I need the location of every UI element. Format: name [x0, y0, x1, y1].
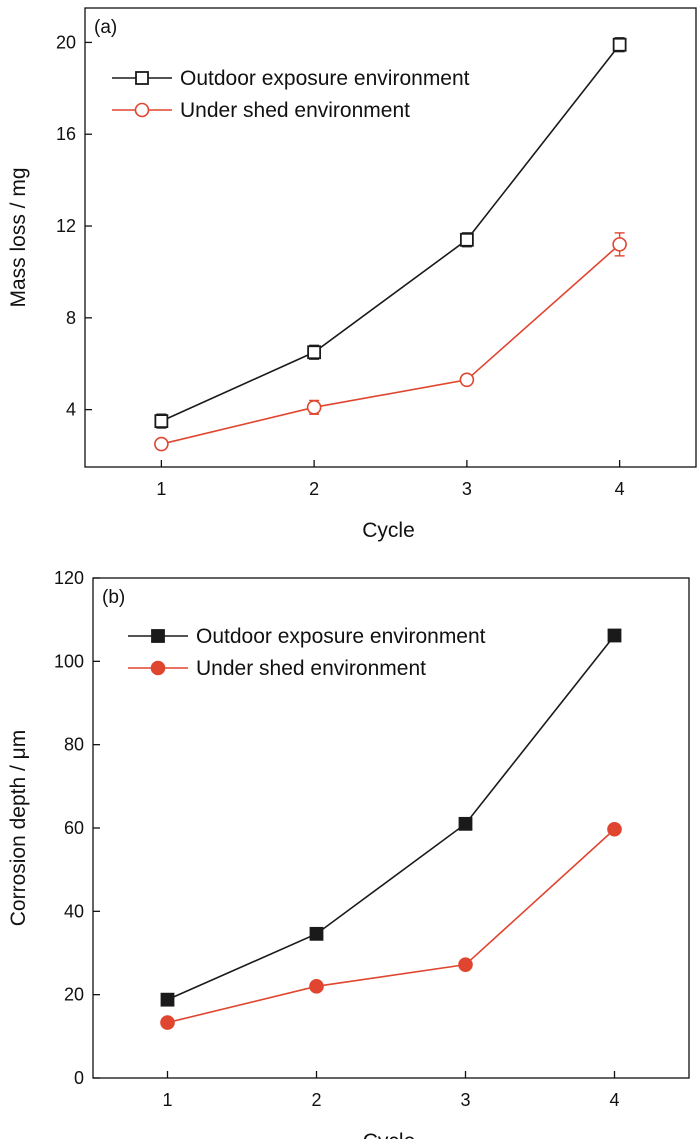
data-point [607, 628, 622, 643]
x-tick-label: 2 [311, 1090, 321, 1110]
legend-marker [135, 71, 149, 85]
legend-marker [150, 660, 166, 676]
data-point [309, 979, 324, 994]
y-tick-label: 20 [64, 985, 84, 1005]
panel-b: 1234020406080100120CycleCorrosion depth … [7, 568, 690, 1139]
y-tick-label: 100 [54, 651, 84, 671]
data-point [306, 400, 322, 415]
legend-marker [151, 629, 165, 643]
data-point [459, 232, 474, 247]
data-point [458, 957, 473, 972]
y-tick-label: 8 [66, 308, 76, 328]
series-outdoor [154, 37, 627, 429]
legend-label: Under shed environment [196, 657, 426, 680]
series-outdoor [160, 628, 622, 1007]
data-point [458, 816, 473, 831]
data-point [154, 414, 169, 429]
panel-label: (a) [94, 17, 117, 38]
data-point [309, 926, 324, 941]
x-tick-label: 4 [615, 479, 625, 499]
data-point [154, 436, 169, 452]
x-tick-label: 1 [162, 1090, 172, 1110]
x-tick-label: 2 [309, 479, 319, 499]
x-tick-label: 1 [156, 479, 166, 499]
legend-label: Outdoor exposure environment [196, 625, 486, 648]
x-axis-title: Cycle [362, 519, 415, 542]
y-tick-label: 16 [56, 124, 76, 144]
legend-label: Under shed environment [180, 99, 410, 122]
y-tick-label: 12 [56, 216, 76, 236]
data-point [307, 345, 322, 360]
y-tick-label: 20 [56, 32, 76, 52]
x-tick-label: 3 [462, 479, 472, 499]
x-tick-label: 4 [609, 1090, 619, 1110]
y-tick-label: 40 [64, 901, 84, 921]
y-tick-label: 0 [74, 1068, 84, 1088]
plot-frame [92, 577, 690, 1079]
data-point [160, 1015, 175, 1030]
legend-label: Outdoor exposure environment [180, 67, 470, 90]
data-point [160, 992, 175, 1007]
legend-marker [134, 102, 150, 118]
data-point [612, 37, 627, 52]
y-tick-label: 80 [64, 735, 84, 755]
plot-frame [84, 7, 697, 468]
x-axis-title: Cycle [363, 1130, 416, 1139]
panel-label: (b) [102, 587, 125, 608]
series-under-shed [154, 232, 627, 452]
data-point [607, 821, 622, 837]
series-line [167, 635, 616, 1001]
series-line [161, 44, 621, 422]
y-axis-title: Corrosion depth / μm [7, 730, 30, 927]
series-line [161, 243, 621, 445]
series-line [167, 828, 616, 1024]
y-axis-title: Mass loss / mg [7, 167, 30, 307]
x-tick-label: 3 [460, 1090, 470, 1110]
y-tick-label: 4 [66, 400, 76, 420]
data-point [459, 372, 475, 388]
series-under-shed [160, 821, 622, 1030]
y-tick-label: 120 [54, 568, 84, 588]
y-tick-label: 60 [64, 818, 84, 838]
data-point [612, 237, 627, 252]
